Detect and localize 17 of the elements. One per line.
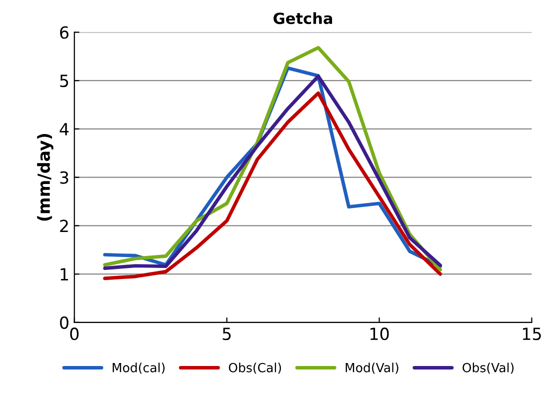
y-tick-label: 6 xyxy=(60,26,68,39)
y-tick-label: 0 xyxy=(60,316,68,329)
legend-label: Mod(Val) xyxy=(346,362,398,374)
x-tick-label: 15 xyxy=(522,328,541,340)
y-axis-title: (mm/day) xyxy=(37,134,54,221)
y-tick-label: 3 xyxy=(60,171,68,184)
y-tick-label: 1 xyxy=(60,268,68,280)
chart-title: Getcha xyxy=(274,12,332,24)
y-tick-label: 2 xyxy=(60,220,68,232)
legend-label: Obs(Val) xyxy=(462,362,514,374)
x-tick-label: 0 xyxy=(70,328,79,340)
legend-label: Mod(cal) xyxy=(112,362,165,374)
y-tick-label: 4 xyxy=(60,123,69,136)
x-tick-label: 10 xyxy=(370,328,389,340)
y-tick-label: 5 xyxy=(60,74,68,88)
x-tick-label: 5 xyxy=(222,328,231,340)
legend-label: Obs(Cal) xyxy=(228,362,281,374)
